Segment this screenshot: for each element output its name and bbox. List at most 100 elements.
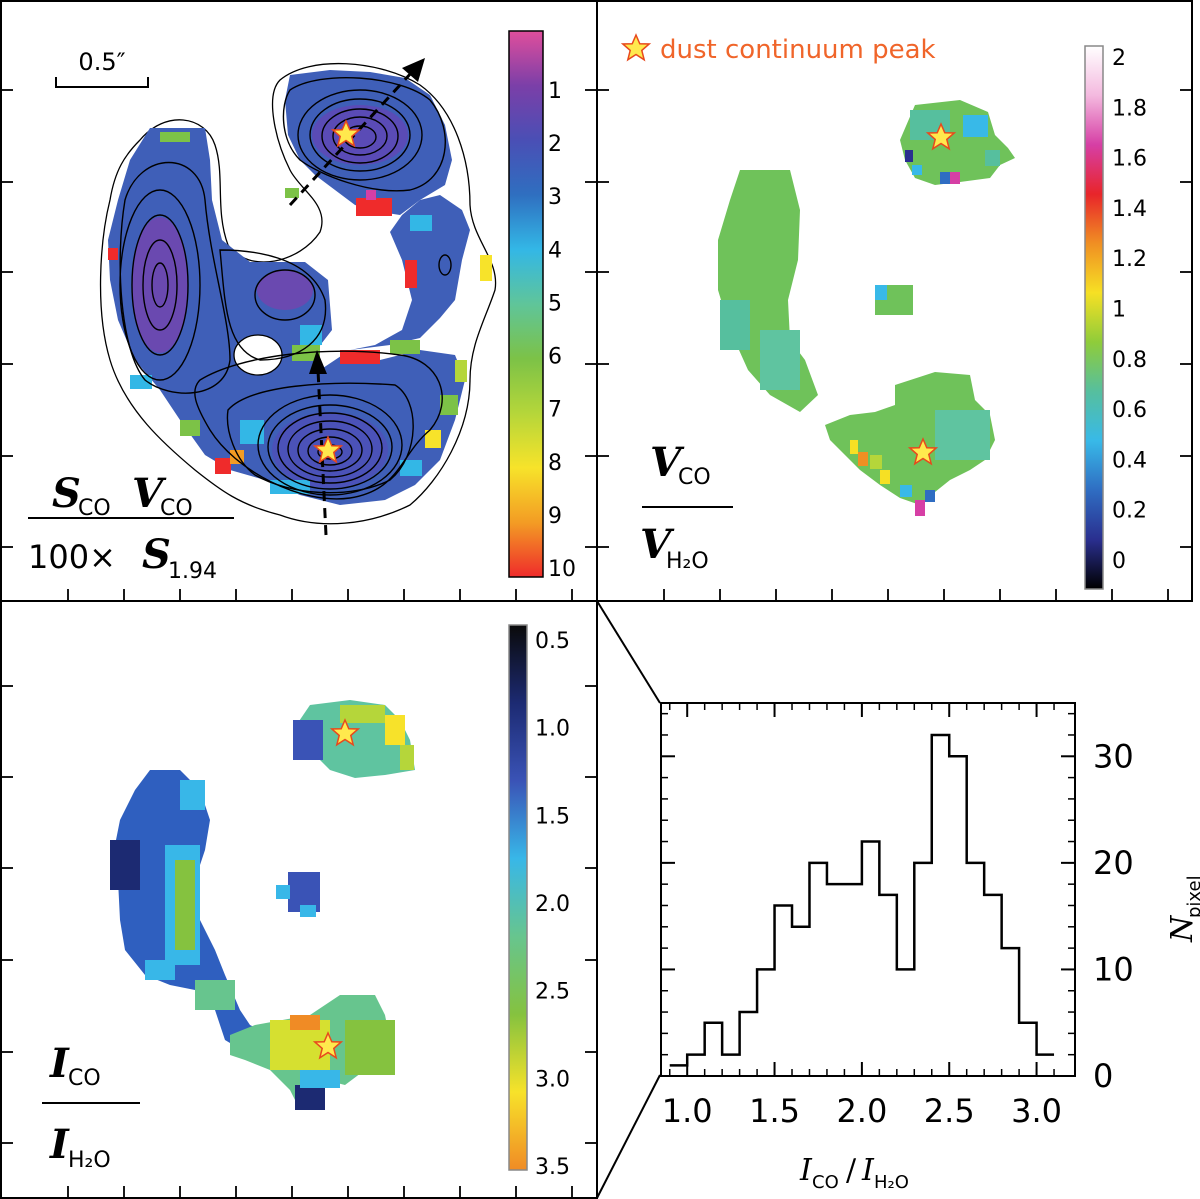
panel-b-colorbar-tick-label: 1.2 [1112, 247, 1147, 272]
panel-b-map [718, 100, 1015, 516]
panel-b: dust continuum peak V CO V H₂O 2 1.8 1.6 1.… [622, 34, 1147, 590]
panel-b-colorbar-tick-label: 1 [1112, 298, 1126, 323]
histogram-bar [757, 969, 774, 1076]
panel-c-colorbar-tick-label: 1.5 [535, 804, 570, 829]
scale-bar-label: 0.5″ [78, 48, 125, 76]
histogram-bar [809, 863, 826, 1076]
panel-a-core-top [312, 105, 408, 165]
svg-text:100×: 100× [28, 538, 116, 576]
panel-b-colorbar-tick-label: 0.2 [1112, 499, 1147, 524]
histogram-bar [984, 895, 1001, 1076]
histogram-panel: 1.0 1.5 2.0 2.5 3.0 0 10 20 30 I CO / I H₂O N p… [660, 702, 1200, 1193]
panel-a-edge-pixels [108, 132, 492, 494]
panel-a-colorbar-tick-label: 5 [548, 291, 562, 316]
panel-a-colorbar-tick-label: 4 [548, 238, 562, 263]
panel-c-colorbar-tick-label: 3.0 [535, 1067, 570, 1092]
panel-a-colorbar-tick-label: 9 [548, 504, 562, 529]
histogram-x-axis-label: I CO / I H₂O [799, 1153, 909, 1193]
panel-b-colorbar: 2 1.8 1.6 1.4 1.2 1 0.8 0.6 0.4 0.2 0 [1084, 45, 1147, 590]
panel-b-colorbar-tick-label: 0 [1112, 549, 1126, 574]
svg-text:V: V [132, 470, 167, 517]
histogram-y-tick-label: 0 [1093, 1057, 1113, 1095]
svg-text:CO: CO [678, 465, 711, 490]
panel-a-pixels-left [108, 128, 470, 505]
panel-a: 0.5″ S CO V CO 100× S 1.94 1 2 3 4 5 6 7 8 9 10 [28, 30, 576, 584]
histogram-bar [967, 863, 984, 1076]
histogram-bar [914, 863, 931, 1076]
histogram-x-tick-label: 1.0 [662, 1092, 713, 1130]
panel-c-colorbar-tick-label: 2.0 [535, 892, 570, 917]
panel-frame-ticks [1, 89, 1192, 1198]
histogram-bar [1037, 1055, 1054, 1076]
panel-a-colorbar-tick-label: 10 [548, 557, 576, 582]
histogram-bar [827, 884, 844, 1076]
panel-b-colorbar-tick-label: 2 [1112, 46, 1126, 71]
histogram-bar [687, 1055, 704, 1076]
panel-c-ratio-label: I CO I H₂O [42, 1040, 140, 1173]
histogram-bar [740, 1012, 757, 1076]
legend-star-icon [622, 34, 650, 61]
svg-text:H₂O: H₂O [68, 1148, 111, 1173]
zoom-connector [596, 600, 661, 1199]
histogram-bar [1002, 948, 1019, 1076]
legend-dust-continuum-peak: dust continuum peak [622, 34, 936, 65]
panel-a-contours [119, 77, 452, 500]
panel-b-ratio-label: V CO V H₂O [640, 439, 733, 574]
panel-b-bottom-clump [825, 372, 995, 505]
histogram-x-tick-label: 2.0 [836, 1092, 887, 1130]
histogram-y-tick-label: 10 [1093, 950, 1134, 988]
histogram-bar [844, 884, 861, 1076]
panel-a-colorbar-tick-label: 6 [548, 345, 562, 370]
histogram-bars [669, 733, 1055, 1076]
svg-text:H₂O: H₂O [874, 1172, 909, 1193]
svg-text:S: S [142, 531, 171, 578]
svg-text:S: S [52, 470, 81, 517]
histogram-bar [862, 842, 879, 1076]
panel-c-arc [112, 770, 290, 1055]
histogram-y-tick-label: 20 [1093, 844, 1134, 882]
svg-text:CO: CO [68, 1066, 101, 1091]
panel-b-arc-shade [720, 300, 750, 350]
histogram-step-line [669, 733, 1055, 1067]
panel-b-colorbar-tick-label: 0.4 [1112, 448, 1147, 473]
panel-c-map [110, 700, 415, 1110]
svg-text:I: I [861, 1153, 875, 1188]
panel-a-core-left [132, 217, 188, 353]
histogram-x-tick-label: 1.5 [749, 1092, 800, 1130]
histogram-y-ticks: 0 10 20 30 [661, 737, 1134, 1095]
histogram-x-ticks: 1.0 1.5 2.0 2.5 3.0 [662, 703, 1062, 1130]
svg-text:H₂O: H₂O [666, 549, 709, 574]
panel-a-core-mid [257, 270, 313, 310]
panel-a-colorbar-tick-label: 3 [548, 185, 562, 210]
panel-a-colorbar-tick-label: 1 [548, 79, 562, 104]
panel-c: I CO I H₂O 0.5 1.0 1.5 2.0 2.5 3.0 3.5 [42, 624, 570, 1180]
panel-c-colorbar-tick-label: 0.5 [535, 629, 570, 654]
svg-text:V: V [640, 521, 675, 568]
panel-b-colorbar-tick-label: 0.6 [1112, 398, 1147, 423]
panel-b-colorbar-tick-label: 1.6 [1112, 147, 1147, 172]
panel-a-ratio-label: S CO V CO 100× S 1.94 [28, 470, 234, 584]
svg-text:V: V [650, 439, 685, 486]
svg-text:CO: CO [78, 496, 111, 521]
svg-text:I: I [799, 1153, 813, 1188]
panel-c-colorbar-tick-label: 2.5 [535, 980, 570, 1005]
svg-text:I: I [49, 1121, 70, 1168]
histogram-bar [949, 756, 966, 1076]
svg-text:1.94: 1.94 [168, 559, 217, 584]
scale-bar: 0.5″ [55, 48, 149, 88]
svg-text:N: N [1165, 914, 1200, 943]
svg-text:CO: CO [812, 1172, 839, 1193]
histogram-bar [1019, 1023, 1036, 1076]
histogram-x-tick-label: 2.5 [924, 1092, 975, 1130]
legend-label: dust continuum peak [660, 35, 936, 65]
histogram-y-tick-label: 30 [1093, 737, 1134, 775]
panel-a-colorbar-tick-label: 2 [548, 132, 562, 157]
panel-a-map [99, 58, 497, 536]
panel-c-colorbar-tick-label: 3.5 [535, 1155, 570, 1180]
svg-text:CO: CO [160, 496, 193, 521]
histogram-bar [932, 735, 949, 1076]
svg-text:I: I [49, 1040, 70, 1087]
histogram-x-tick-label: 3.0 [1011, 1092, 1062, 1130]
panel-c-colorbar-tick-label: 1.0 [535, 717, 570, 742]
